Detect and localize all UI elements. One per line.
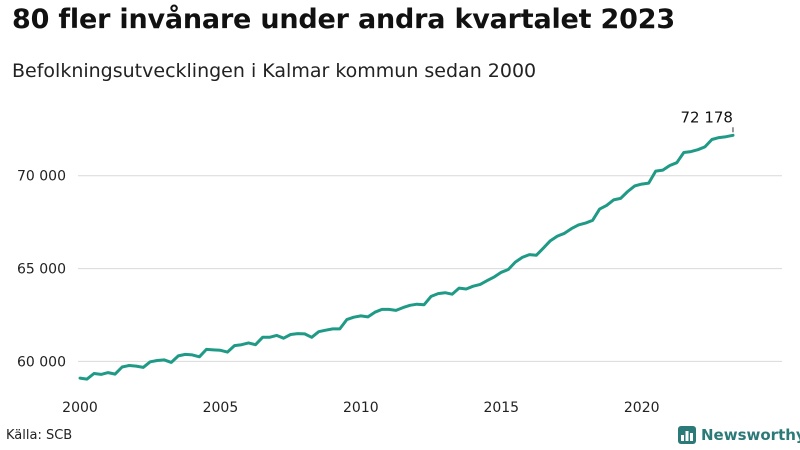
x-tick-label: 2005 xyxy=(203,400,239,416)
gridlines xyxy=(78,175,782,362)
x-tick-label: 2020 xyxy=(624,400,660,416)
chart-subtitle: Befolkningsutvecklingen i Kalmar kommun … xyxy=(12,60,537,82)
brand-name: Newsworthy xyxy=(701,426,800,444)
series-line-befolkning xyxy=(78,133,735,381)
chart-title: 80 fler invånare under andra kvartalet 2… xyxy=(12,4,675,35)
y-tick-label: 70 000 xyxy=(17,169,66,185)
source-note: Källa: SCB xyxy=(6,428,73,443)
y-axis-ticks: 60 000 65 000 70 000 xyxy=(17,169,66,371)
x-axis-ticks: 2000 2005 2010 2015 2020 xyxy=(62,400,659,416)
y-tick-label: 60 000 xyxy=(17,354,66,370)
annotation-layer: 72 178 xyxy=(680,108,734,133)
x-tick-label: 2010 xyxy=(343,400,379,416)
y-tick-label: 65 000 xyxy=(17,262,66,278)
series-layer xyxy=(78,133,735,381)
newsworthy-logo-icon xyxy=(678,426,696,444)
brand-logo: Newsworthy xyxy=(678,426,800,444)
annotation-label: 72 178 xyxy=(680,108,733,126)
x-tick-label: 2000 xyxy=(62,400,98,416)
x-tick-label: 2015 xyxy=(483,400,519,416)
